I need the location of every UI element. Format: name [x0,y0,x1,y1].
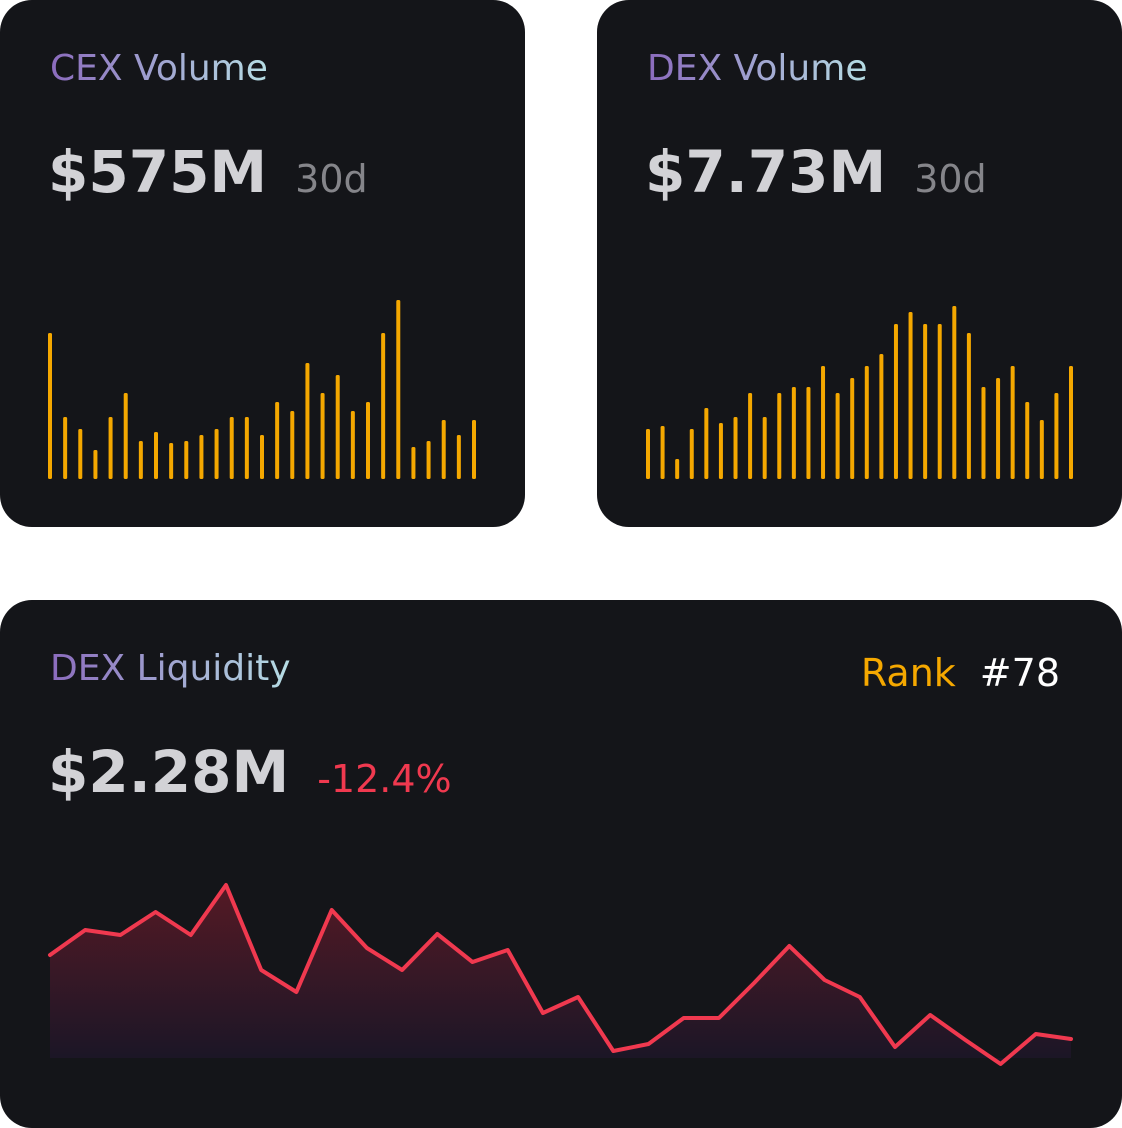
bar [366,402,370,479]
bar [229,417,234,479]
card-change: -12.4% [317,757,451,801]
bar [1025,402,1030,479]
card-title: DEX Volume [647,48,867,89]
bar [169,443,174,479]
bar [290,411,295,479]
bar [646,429,650,479]
bar [835,393,840,479]
bar [850,378,855,479]
bar [675,459,680,479]
bar [1010,366,1015,479]
rank-value: #78 [980,651,1060,695]
bar [660,426,665,479]
card [597,0,1122,527]
bar [777,393,782,479]
bar [806,387,811,479]
card-period: 30d [295,157,367,201]
bar [821,366,826,479]
bar [154,432,158,479]
bar [108,417,113,479]
bar [456,435,461,479]
bar [335,375,340,479]
bar [791,387,796,479]
card-period: 30d [914,157,986,201]
bar [426,441,431,479]
bar [123,393,128,479]
bar [260,435,264,479]
bar [305,363,310,479]
card-value: $7.73M [645,138,886,206]
card-value: $2.28M [48,738,289,806]
bar [1039,420,1044,479]
bar [864,366,869,479]
card [0,0,525,527]
bar [441,420,446,479]
bar [78,429,83,479]
bar [472,420,476,479]
bar [937,324,942,479]
bar [689,429,694,479]
card-value: $575M [48,138,267,206]
bar [1054,393,1059,479]
bar [923,324,928,479]
bar [138,441,143,479]
card-title: DEX Liquidity [50,648,291,689]
bar [879,354,884,479]
bar [893,324,898,479]
bar [966,333,971,479]
rank-label: Rank [861,651,956,695]
bar [396,300,401,479]
bar [350,411,355,479]
bar [93,450,98,479]
bar [704,408,709,479]
bar [244,417,249,479]
card-title: CEX Volume [50,48,268,89]
bar [214,429,219,479]
bar [48,333,52,479]
bar [748,393,753,479]
area [50,885,1071,1064]
bar [996,378,1001,479]
bar [981,387,986,479]
bar [320,393,325,479]
bar [952,306,957,479]
line [48,883,1073,1066]
bar [199,435,204,479]
bar [733,417,738,479]
bar [411,447,416,479]
bar [381,333,386,479]
bar [1069,366,1073,479]
bar [908,312,913,479]
bar [184,441,189,479]
bar [275,402,280,479]
bar [762,417,767,479]
bar [63,417,68,479]
bar [718,423,723,479]
